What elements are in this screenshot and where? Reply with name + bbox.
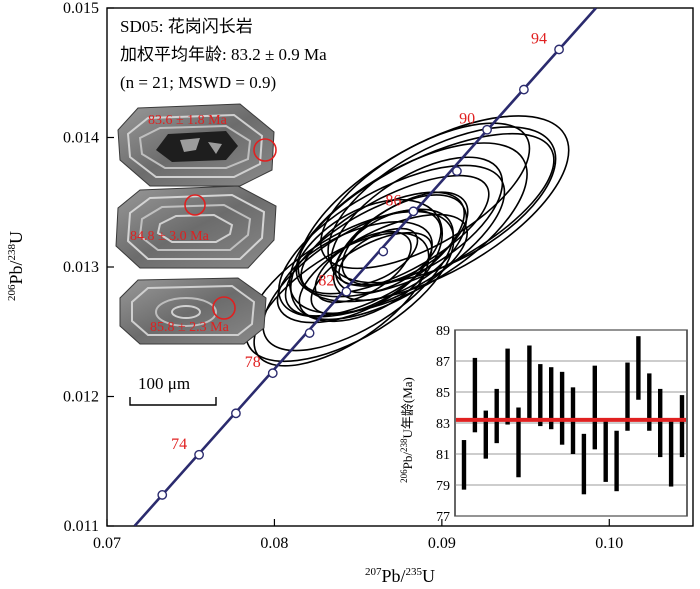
- concordia-age-marker-78: [267, 368, 278, 379]
- grain-image-2: 84.8 ± 3.0 Ma: [115, 185, 277, 269]
- inset-y-axis-label: 206Pb/238U年龄(Ma): [399, 377, 415, 483]
- x-tick-label: 0.08: [260, 535, 288, 552]
- age-error-bar-10: [559, 371, 565, 445]
- concordia-age-marker-86: [408, 206, 419, 217]
- age-error-bar-5: [505, 348, 510, 425]
- scale-bar: 100 μm: [129, 374, 217, 406]
- concordia-age-marker-82: [341, 286, 352, 297]
- x-axis-label: 207Pb/235U: [365, 566, 435, 586]
- error-ellipse-6: [262, 208, 454, 352]
- age-error-bar-6: [516, 407, 521, 478]
- error-ellipse-14: [253, 232, 430, 367]
- concordia-age-marker-72: [157, 490, 168, 500]
- concordia-age-marker-88: [452, 166, 462, 177]
- sample-title: SD05: 花岗闪长岩: [120, 17, 253, 36]
- concordia-age-label-94: 94: [531, 30, 547, 47]
- error-ellipse-20: [341, 191, 469, 286]
- error-ellipse-9: [244, 210, 455, 363]
- age-error-bar-13: [592, 365, 597, 450]
- n-mswd: (n = 21; MSWD = 0.9): [120, 73, 276, 92]
- grain-image-3: 85.8 ± 2.3 Ma: [119, 277, 267, 345]
- age-error-bar-14: [603, 419, 608, 482]
- age-error-bar-19: [658, 388, 663, 458]
- concordia-age-label-78: 78: [245, 354, 261, 371]
- x-tick-label: 0.10: [595, 535, 623, 552]
- age-error-bar-18: [647, 373, 652, 431]
- error-ellipse-17: [338, 227, 419, 286]
- grain-age-label-2: 84.8 ± 3.0 Ma: [130, 229, 210, 244]
- concordia-curve-group: [133, 8, 597, 526]
- concordia-age-marker-84: [378, 246, 389, 257]
- concordia-age-label-74: 74: [171, 436, 187, 453]
- error-ellipse-19: [276, 220, 433, 324]
- error-ellipse-21: [327, 126, 557, 284]
- age-error-bar-20: [668, 419, 674, 487]
- x-tick-label: 0.07: [93, 535, 121, 552]
- inset-y-tick-label: 81: [436, 448, 450, 463]
- inset-weighted-mean: 77 79 81 83 85 87 89 206Pb/238U年龄(Ma): [399, 324, 688, 525]
- age-error-bar-8: [538, 364, 543, 427]
- scale-bar-label: 100 μm: [138, 374, 190, 393]
- concordia-age-marker-94: [554, 44, 564, 55]
- concordia-age-marker-92: [518, 84, 529, 95]
- inset-y-tick-label: 77: [436, 510, 450, 525]
- age-error-bar-7: [527, 345, 532, 422]
- age-error-bar-21: [679, 395, 685, 458]
- concordia-age-label-82: 82: [318, 273, 334, 290]
- concordia-age-marker-74: [194, 449, 204, 460]
- error-ellipse-15: [300, 174, 490, 295]
- age-error-bar-12: [581, 433, 587, 495]
- error-ellipses: [244, 115, 570, 367]
- concordia-age-label-86: 86: [385, 192, 401, 209]
- grain-age-label-1: 83.6 ± 1.8 Ma: [148, 113, 228, 128]
- y-tick-label: 0.014: [63, 130, 99, 147]
- inset-y-tick-label: 79: [436, 479, 450, 494]
- weighted-mean-age: 加权平均年龄: 83.2 ± 0.9 Ma: [120, 45, 327, 64]
- concordia-curve: [133, 8, 597, 526]
- y-axis-label: 206Pb/238U: [6, 231, 26, 301]
- axes: 0.07 0.08 0.09 0.10 0.011 0.012 0.013 0.014 0.01…: [63, 0, 623, 552]
- concordia-age-label-90: 90: [459, 111, 475, 128]
- grain-age-label-3: 85.8 ± 2.3 Ma: [150, 320, 230, 335]
- grain-image-1: 83.6 ± 1.8 Ma: [117, 103, 277, 187]
- age-error-bar-1: [461, 440, 467, 490]
- concordia-age-marker-76: [231, 408, 241, 419]
- error-ellipse-10: [310, 231, 433, 316]
- inset-y-tick-label: 87: [436, 355, 450, 370]
- age-error-bar-16: [625, 362, 630, 431]
- age-error-bar-15: [614, 430, 619, 492]
- y-tick-label: 0.015: [63, 0, 99, 17]
- age-error-bar-4: [494, 388, 499, 444]
- inset-y-tick-label: 85: [436, 386, 450, 401]
- inset-y-tick-label: 89: [436, 324, 450, 339]
- age-labels: 74 78 82 86 90 94: [171, 30, 547, 452]
- x-tick-label: 0.09: [428, 535, 456, 552]
- age-error-bar-3: [483, 410, 488, 459]
- y-tick-label: 0.013: [63, 259, 99, 276]
- concordia-age-marker-80: [304, 328, 315, 338]
- y-tick-label: 0.011: [64, 518, 99, 535]
- error-ellipse-18: [330, 156, 504, 287]
- age-error-bar-17: [636, 336, 641, 400]
- age-error-bar-2: [472, 357, 478, 433]
- inset-y-tick-label: 83: [436, 417, 450, 432]
- concordia-age-marker-90: [482, 124, 492, 135]
- age-error-bar-9: [549, 367, 554, 430]
- y-tick-label: 0.012: [63, 389, 99, 406]
